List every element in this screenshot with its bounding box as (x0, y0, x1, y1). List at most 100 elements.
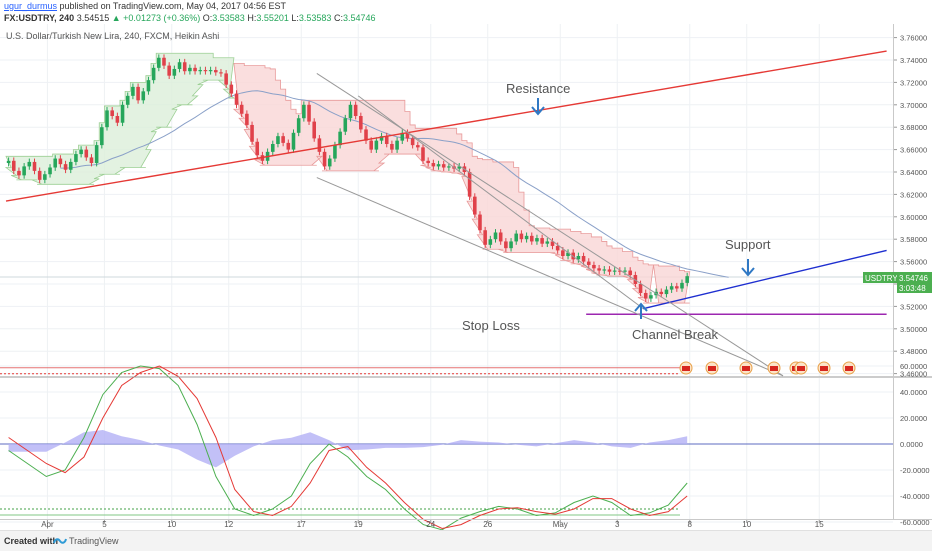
event-flag-stripe (845, 366, 853, 371)
candle-body (89, 157, 94, 164)
countdown-timer: 3:03:48 (899, 284, 926, 293)
price-tick-label: 3.60000 (900, 213, 927, 222)
indicator-tick-label: 60.0000 (900, 362, 927, 371)
candle-body (493, 232, 498, 240)
price-tick-label: 3.56000 (900, 258, 927, 267)
time-tick-label: 8 (688, 520, 693, 529)
candle-body (172, 68, 177, 76)
candle-body (540, 238, 544, 244)
candle-body (255, 141, 260, 156)
event-flags (679, 361, 856, 375)
candle-body (519, 233, 524, 240)
price-tick-label: 3.48000 (900, 347, 927, 356)
channel-band (4, 52, 235, 185)
resistance-arrow-icon (531, 98, 545, 116)
candle-body (467, 172, 472, 197)
candle-body (162, 57, 166, 66)
candle-body (410, 138, 415, 146)
candle-body (219, 72, 223, 74)
candle-body (400, 132, 405, 141)
candle-body (457, 166, 462, 169)
candle-body (214, 70, 218, 73)
candle-body (359, 116, 363, 130)
indicator-tick-label: -40.0000 (900, 492, 930, 501)
time-tick-label: May (553, 520, 568, 529)
candle-body (638, 284, 643, 293)
candle-body (105, 110, 109, 128)
candle-body (141, 91, 146, 101)
candle-body (395, 140, 399, 150)
channel-line (357, 95, 644, 310)
tradingview-logo-icon (53, 538, 67, 544)
candle-body (167, 65, 171, 76)
oscillator-line-2 (8, 365, 688, 530)
moving-average (60, 90, 729, 278)
candle-body (208, 70, 213, 72)
candle-body (53, 158, 57, 168)
candle-body (592, 264, 596, 269)
candle-body (478, 214, 482, 231)
candle-body (203, 70, 208, 72)
trend-line-support (642, 249, 887, 310)
candle-body (234, 93, 239, 105)
candle-body (68, 161, 73, 170)
channel-break-label: Channel Break (632, 327, 718, 342)
chart-title: U.S. Dollar/Turkish New Lira, 240, FXCM,… (6, 31, 219, 41)
candle-body (177, 62, 182, 69)
candle-body (664, 289, 669, 295)
event-flag-stripe (742, 366, 750, 371)
time-tick-label: 10 (742, 520, 751, 529)
candle-body (623, 270, 627, 272)
candle-body (348, 104, 353, 119)
time-tick-label: 15 (815, 520, 824, 529)
price-tick-label: 3.76000 (900, 34, 927, 43)
event-flag-stripe (820, 366, 828, 371)
trend-lines (5, 50, 887, 377)
candle-body (364, 129, 368, 141)
channel-break-arrow-icon (634, 302, 648, 319)
candle-body (390, 144, 394, 150)
candle-body (581, 256, 586, 262)
candle-body (322, 151, 327, 167)
tradingview-brand[interactable]: TradingView (69, 536, 119, 546)
event-flag-stripe (797, 366, 805, 371)
price-tick-label: 3.62000 (900, 190, 927, 199)
candle-body (509, 241, 513, 249)
candle-body (43, 174, 47, 180)
time-tick-label: 5 (102, 520, 107, 529)
footer-bar: Created with TradingView (0, 530, 932, 551)
candle-body (338, 131, 342, 146)
high-value: 3.55201 (256, 13, 289, 23)
price-change: ▲ +0.01273 (+0.36%) (111, 13, 201, 23)
candle-body (555, 245, 560, 251)
candle-body (79, 149, 83, 155)
price-chart[interactable]: 3.780003.760003.740003.720003.700003.680… (0, 24, 932, 530)
moving-average-line (60, 90, 729, 278)
candle-body (649, 295, 653, 299)
candle-body (680, 282, 684, 289)
stop-loss-label: Stop Loss (462, 318, 520, 333)
author-link[interactable]: ugur_durmus (4, 1, 58, 11)
indicator-tick-label: -20.0000 (900, 466, 930, 475)
time-tick-label: 3 (615, 520, 620, 529)
support-arrow-icon (741, 259, 755, 277)
publish-line: ugur_durmus published on TradingView.com… (4, 1, 286, 12)
candle-body (597, 268, 601, 271)
candle-body (157, 57, 161, 68)
price-tick-label: 3.72000 (900, 78, 927, 87)
candle-body (115, 116, 120, 123)
candle-body (498, 232, 503, 242)
candle-body (198, 70, 203, 72)
candle-body (281, 136, 285, 143)
high-label: H: (247, 13, 257, 23)
candle-body (131, 86, 135, 96)
oscillator-pane (0, 365, 893, 530)
candle-body (384, 136, 389, 144)
indicator-tick-label: 0.0000 (900, 440, 923, 449)
candle-body (48, 167, 52, 175)
candle-body (188, 67, 192, 72)
candle-body (307, 104, 311, 122)
candle-body (6, 160, 11, 164)
candle-body (11, 160, 16, 171)
candle-body (27, 161, 32, 167)
